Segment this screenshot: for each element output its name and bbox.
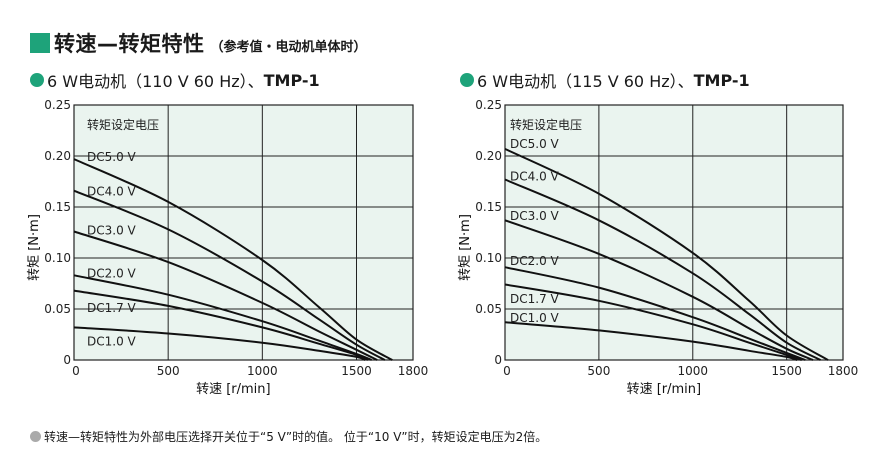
y-axis-label: 转矩 [N·m] — [458, 214, 473, 281]
chart-1-model: TMP-1 — [263, 70, 320, 90]
x-tick-label: 1500 — [771, 364, 802, 378]
series-line — [73, 189, 386, 361]
series-label: DC4.0 V — [510, 169, 560, 183]
green-square-icon — [30, 33, 50, 53]
chart-2-model: TMP-1 — [693, 70, 750, 90]
x-tick-label: 500 — [587, 364, 610, 378]
y-axis-label: 转矩 [N·m] — [27, 214, 42, 281]
y-tick-label: 0.25 — [475, 98, 502, 112]
series-label: DC2.0 V — [510, 254, 560, 268]
footnote-text: 转速—转矩特性为外部电压选择开关位于“5 V”时的值。 位于“10 V”时，转矩… — [44, 430, 548, 444]
series-line — [73, 326, 366, 361]
x-tick-label: 1000 — [678, 364, 709, 378]
series-label: DC1.0 V — [510, 311, 560, 325]
series-line — [504, 266, 806, 361]
footnote: 转速—转矩特性为外部电压选择开关位于“5 V”时的值。 位于“10 V”时，转矩… — [30, 428, 547, 445]
series-label: DC1.0 V — [87, 335, 137, 349]
chart-2-title: 6 W电动机（115 V 60 Hz）、 TMP-1 — [460, 68, 750, 92]
y-tick-label: 0 — [494, 353, 502, 367]
series-line — [504, 321, 798, 361]
gray-dot-icon — [30, 431, 41, 442]
chart-1: 0 500 1000 1500 1800 0 0.05 0.10 0.15 0.20 0.25 转速 … — [27, 98, 428, 397]
chart-2: 0 500 1000 1500 1800 0 0.05 0.10 0.15 0.20 0.25 转速 … — [458, 98, 858, 397]
y-tick-label: 0.05 — [44, 302, 71, 316]
x-tick-label: 0 — [503, 364, 511, 378]
series-label: DC4.0 V — [87, 185, 137, 199]
series-label: DC5.0 V — [510, 137, 560, 151]
series-label: DC3.0 V — [510, 209, 560, 223]
series-label: DC1.7 V — [87, 301, 137, 315]
section-subtitle: （参考值・电动机单体时） — [210, 39, 367, 55]
y-tick-label: 0.15 — [44, 200, 71, 214]
chart-1-title: 6 W电动机（110 V 60 Hz）、 TMP-1 — [30, 68, 320, 92]
legend-title: 转矩设定电压 — [87, 117, 159, 132]
y-tick-label: 0.10 — [475, 251, 502, 265]
legend-title: 转矩设定电压 — [510, 117, 582, 132]
x-tick-label: 0 — [72, 364, 80, 378]
y-tick-label: 0.20 — [44, 149, 71, 163]
y-tick-label: 0 — [63, 353, 71, 367]
y-tick-label: 0.15 — [475, 200, 502, 214]
series-label: DC2.0 V — [87, 266, 137, 280]
series-line — [504, 283, 803, 361]
series-line — [73, 230, 378, 361]
series-line — [504, 219, 814, 361]
x-tick-label: 1800 — [398, 364, 429, 378]
series-line — [504, 178, 821, 361]
x-tick-label: 1500 — [341, 364, 372, 378]
x-axis-label: 转速 [r/min] — [627, 382, 702, 397]
y-tick-label: 0.25 — [44, 98, 71, 112]
section-header: 转速—转矩特性 （参考值・电动机单体时） — [30, 28, 367, 58]
green-dot-icon — [460, 73, 474, 87]
x-tick-label: 500 — [157, 364, 180, 378]
green-dot-icon — [30, 73, 44, 87]
y-tick-label: 0.20 — [475, 149, 502, 163]
series-label: DC5.0 V — [87, 150, 137, 164]
y-tick-label: 0.10 — [44, 251, 71, 265]
chart-1-title-text: 6 W电动机（110 V 60 Hz）、 — [47, 72, 264, 91]
series-line — [73, 158, 393, 361]
chart-2-title-text: 6 W电动机（115 V 60 Hz）、 — [477, 72, 694, 91]
series-line — [73, 289, 369, 361]
series-label: DC3.0 V — [87, 223, 137, 237]
series-label: DC1.7 V — [510, 292, 560, 306]
section-title: 转速—转矩特性 — [54, 32, 205, 56]
series-line — [504, 147, 829, 361]
x-axis-label: 转速 [r/min] — [196, 382, 271, 397]
y-tick-label: 0.05 — [475, 302, 502, 316]
x-tick-label: 1800 — [828, 364, 859, 378]
x-tick-label: 1000 — [247, 364, 278, 378]
